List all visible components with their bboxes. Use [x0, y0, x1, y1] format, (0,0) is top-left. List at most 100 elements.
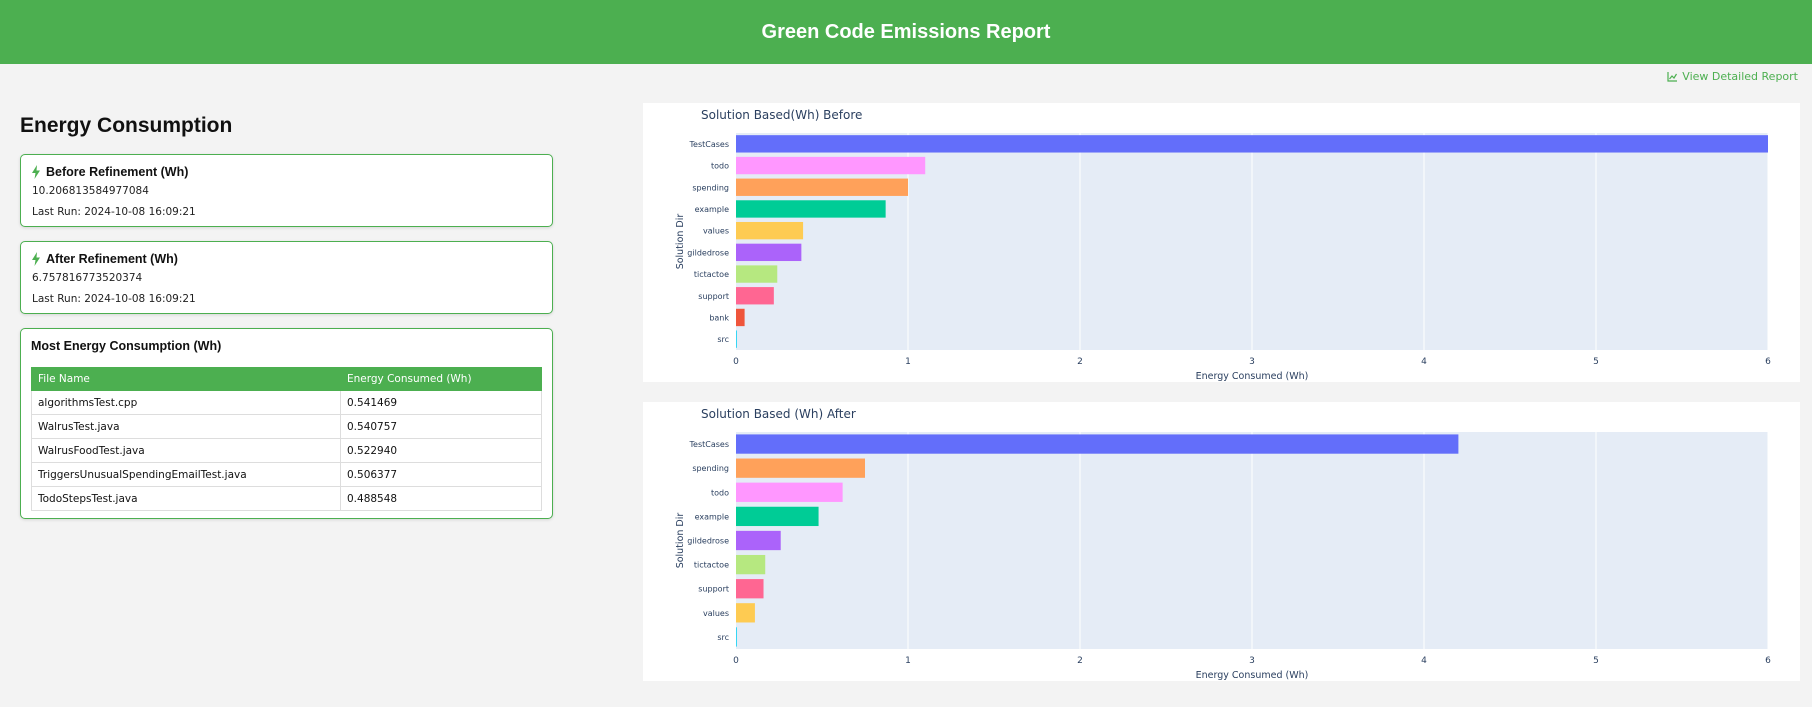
bar-bank — [736, 308, 745, 327]
before-refinement-card: Before Refinement (Wh) 10.20681358497708… — [20, 154, 553, 227]
y-tick-label: src — [717, 335, 729, 344]
x-tick-label: 5 — [1593, 656, 1599, 666]
x-tick-label: 4 — [1421, 656, 1427, 666]
most-energy-title: Most Energy Consumption (Wh) — [31, 339, 222, 353]
bar-tictactoe — [736, 265, 778, 283]
most-energy-table: File Name Energy Consumed (Wh) algorithm… — [31, 367, 542, 511]
y-tick-label: TestCases — [689, 140, 730, 149]
y-tick-label: values — [703, 227, 729, 236]
x-tick-label: 0 — [733, 357, 739, 367]
bar-values — [736, 221, 804, 240]
file-name-cell: algorithmsTest.cpp — [31, 390, 341, 415]
column-header-energy: Energy Consumed (Wh) — [340, 367, 542, 391]
x-tick-label: 6 — [1765, 656, 1771, 666]
chart-title: Solution Based(Wh) Before — [701, 108, 862, 122]
table-row: TriggersUnusualSpendingEmailTest.java 0.… — [31, 462, 542, 487]
energy-cell: 0.541469 — [340, 390, 542, 415]
file-name-cell: WalrusFoodTest.java — [31, 438, 341, 463]
energy-section-title: Energy Consumption — [20, 114, 233, 137]
bar-example — [736, 506, 819, 527]
y-tick-label: gildedrose — [687, 248, 729, 257]
y-tick-label: todo — [711, 162, 729, 171]
bar-tictactoe — [736, 554, 766, 575]
energy-cell: 0.488548 — [340, 486, 542, 511]
file-name-cell: TodoStepsTest.java — [31, 486, 341, 511]
x-tick-label: 1 — [905, 357, 911, 367]
y-tick-label: example — [695, 205, 730, 214]
y-tick-label: spending — [692, 183, 729, 192]
y-tick-label: tictactoe — [694, 561, 729, 570]
lightning-icon — [32, 252, 40, 266]
x-tick-label: 5 — [1593, 357, 1599, 367]
chart-before-panel: Solution Based(Wh) Before 0 1 2 3 4 5 6 src bank s… — [643, 103, 1800, 382]
x-tick-label: 2 — [1077, 357, 1083, 367]
bar-gildedrose — [736, 243, 802, 262]
chart-title: Solution Based (Wh) After — [701, 407, 856, 421]
y-tick-label: spending — [692, 464, 729, 473]
bar-gildedrose — [736, 530, 781, 551]
x-tick-label: 3 — [1249, 357, 1255, 367]
x-tick-label: 2 — [1077, 656, 1083, 666]
chart-after: Solution Based (Wh) After 0 1 2 3 4 5 6 src value… — [675, 407, 1771, 681]
view-detailed-report-link[interactable]: View Detailed Report — [1667, 70, 1798, 83]
y-tick-label: support — [698, 585, 729, 594]
before-refinement-label: Before Refinement (Wh) — [46, 165, 189, 179]
y-tick-label: TestCases — [689, 440, 730, 449]
y-tick-label: bank — [709, 313, 729, 322]
y-tick-label: support — [698, 292, 729, 301]
table-row: TodoStepsTest.java 0.488548 — [31, 486, 542, 511]
bar-values — [736, 603, 755, 623]
y-tick-label: todo — [711, 488, 729, 497]
most-energy-card: Most Energy Consumption (Wh) File Name E… — [20, 328, 553, 519]
y-axis-label: Solution Dir — [675, 214, 686, 270]
after-refinement-last-run: Last Run: 2024-10-08 16:09:21 — [32, 293, 196, 305]
energy-cell: 0.506377 — [340, 462, 542, 487]
x-tick-label: 1 — [905, 656, 911, 666]
bar-src — [736, 627, 737, 647]
chart-after-panel: Solution Based (Wh) After 0 1 2 3 4 5 6 src value… — [643, 402, 1800, 681]
view-detailed-report-label: View Detailed Report — [1682, 70, 1798, 83]
x-tick-label: 4 — [1421, 357, 1427, 367]
bar-spending — [736, 178, 908, 196]
bar-TestCases — [736, 434, 1459, 454]
lightning-icon — [32, 165, 40, 179]
file-name-cell: TriggersUnusualSpendingEmailTest.java — [31, 462, 341, 487]
x-tick-label: 3 — [1249, 656, 1255, 666]
before-refinement-value: 10.206813584977084 — [32, 185, 149, 197]
bar-TestCases — [736, 135, 1768, 153]
bar-spending — [736, 458, 865, 478]
column-header-file-name: File Name — [31, 367, 341, 391]
energy-cell: 0.540757 — [340, 414, 542, 439]
table-row: algorithmsTest.cpp 0.541469 — [31, 390, 542, 415]
bar-todo — [736, 156, 926, 175]
after-refinement-title: After Refinement (Wh) — [31, 252, 178, 266]
table-row: WalrusFoodTest.java 0.522940 — [31, 438, 542, 463]
before-refinement-title: Before Refinement (Wh) — [31, 165, 188, 179]
app-header: Green Code Emissions Report — [0, 0, 1812, 64]
y-tick-label: example — [695, 512, 730, 521]
y-tick-label: src — [717, 633, 729, 642]
y-tick-label: values — [703, 609, 729, 618]
chart-icon — [1667, 71, 1678, 82]
x-axis-label: Energy Consumed (Wh) — [1196, 670, 1309, 681]
bar-src — [736, 330, 737, 348]
x-axis-label: Energy Consumed (Wh) — [1196, 371, 1309, 382]
y-tick-label: gildedrose — [687, 537, 729, 546]
after-refinement-value: 6.757816773520374 — [32, 272, 143, 284]
x-tick-label: 6 — [1765, 357, 1771, 367]
file-name-cell: WalrusTest.java — [31, 414, 341, 439]
energy-cell: 0.522940 — [340, 438, 542, 463]
table-row: WalrusTest.java 0.540757 — [31, 414, 542, 439]
table-header-row: File Name Energy Consumed (Wh) — [31, 367, 542, 391]
y-tick-label: tictactoe — [694, 270, 729, 279]
x-tick-label: 0 — [733, 656, 739, 666]
before-refinement-last-run: Last Run: 2024-10-08 16:09:21 — [32, 206, 196, 218]
bar-example — [736, 200, 886, 218]
y-axis-label: Solution Dir — [675, 513, 686, 569]
after-refinement-card: After Refinement (Wh) 6.757816773520374 … — [20, 241, 553, 314]
chart-before: Solution Based(Wh) Before 0 1 2 3 4 5 6 src bank s… — [675, 108, 1771, 382]
bar-todo — [736, 482, 843, 502]
page-title: Green Code Emissions Report — [761, 20, 1051, 43]
bar-support — [736, 579, 764, 599]
bar-support — [736, 287, 774, 305]
